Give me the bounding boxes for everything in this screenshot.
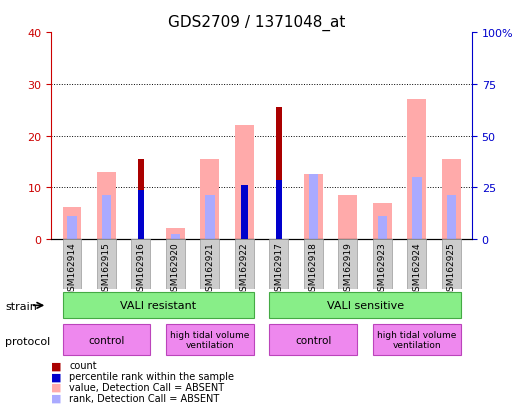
FancyBboxPatch shape bbox=[442, 240, 461, 289]
Bar bbox=[102, 196, 111, 240]
Bar bbox=[137, 190, 144, 240]
Text: GSM162922: GSM162922 bbox=[240, 242, 249, 297]
Bar bbox=[407, 100, 426, 240]
Bar bbox=[378, 216, 387, 240]
FancyBboxPatch shape bbox=[201, 240, 220, 289]
Text: ■: ■ bbox=[51, 371, 62, 381]
Text: protocol: protocol bbox=[5, 336, 50, 346]
Text: GSM162917: GSM162917 bbox=[274, 242, 283, 297]
FancyBboxPatch shape bbox=[373, 324, 461, 356]
FancyBboxPatch shape bbox=[63, 292, 254, 319]
Text: GSM162923: GSM162923 bbox=[378, 242, 387, 297]
Bar bbox=[373, 204, 392, 240]
Bar bbox=[235, 126, 254, 240]
FancyBboxPatch shape bbox=[407, 240, 426, 289]
Bar bbox=[241, 185, 248, 240]
FancyBboxPatch shape bbox=[131, 240, 150, 289]
Text: GSM162920: GSM162920 bbox=[171, 242, 180, 297]
Text: control: control bbox=[88, 335, 125, 345]
Bar bbox=[446, 196, 456, 240]
Text: GSM162918: GSM162918 bbox=[309, 242, 318, 297]
Text: ■: ■ bbox=[51, 361, 62, 370]
FancyBboxPatch shape bbox=[373, 240, 392, 289]
Bar bbox=[166, 228, 185, 240]
Text: GSM162916: GSM162916 bbox=[136, 242, 146, 297]
FancyBboxPatch shape bbox=[304, 240, 323, 289]
Text: GSM162915: GSM162915 bbox=[102, 242, 111, 297]
Text: percentile rank within the sample: percentile rank within the sample bbox=[69, 371, 234, 381]
Text: rank, Detection Call = ABSENT: rank, Detection Call = ABSENT bbox=[69, 393, 220, 403]
FancyBboxPatch shape bbox=[166, 240, 185, 289]
Text: ■: ■ bbox=[51, 393, 62, 403]
Bar bbox=[97, 173, 116, 240]
Text: high tidal volume
ventilation: high tidal volume ventilation bbox=[377, 330, 457, 349]
Bar bbox=[304, 175, 323, 240]
Bar bbox=[63, 207, 82, 240]
Bar bbox=[201, 159, 220, 240]
Bar bbox=[275, 108, 282, 240]
Bar bbox=[442, 159, 461, 240]
FancyBboxPatch shape bbox=[235, 240, 254, 289]
FancyBboxPatch shape bbox=[269, 240, 288, 289]
Text: control: control bbox=[295, 335, 331, 345]
Bar bbox=[205, 196, 214, 240]
FancyBboxPatch shape bbox=[63, 324, 150, 356]
Bar bbox=[412, 178, 422, 240]
Text: GSM162914: GSM162914 bbox=[68, 242, 76, 297]
Bar bbox=[67, 216, 77, 240]
Text: value, Detection Call = ABSENT: value, Detection Call = ABSENT bbox=[69, 382, 224, 392]
Text: GSM162924: GSM162924 bbox=[412, 242, 421, 297]
Text: high tidal volume
ventilation: high tidal volume ventilation bbox=[170, 330, 250, 349]
Text: GSM162925: GSM162925 bbox=[447, 242, 456, 297]
Text: GSM162921: GSM162921 bbox=[205, 242, 214, 297]
Text: GSM162919: GSM162919 bbox=[343, 242, 352, 297]
Bar bbox=[339, 196, 358, 240]
FancyBboxPatch shape bbox=[269, 324, 358, 356]
FancyBboxPatch shape bbox=[63, 240, 82, 289]
Bar bbox=[171, 235, 180, 240]
FancyBboxPatch shape bbox=[97, 240, 116, 289]
Bar bbox=[309, 175, 318, 240]
FancyBboxPatch shape bbox=[339, 240, 358, 289]
Text: strain: strain bbox=[5, 301, 37, 311]
Text: VALI resistant: VALI resistant bbox=[120, 301, 196, 311]
Bar bbox=[137, 159, 144, 240]
Text: ■: ■ bbox=[51, 382, 62, 392]
Text: GDS2709 / 1371048_at: GDS2709 / 1371048_at bbox=[168, 14, 345, 31]
Bar bbox=[275, 180, 282, 240]
Text: count: count bbox=[69, 361, 97, 370]
Text: VALI sensitive: VALI sensitive bbox=[326, 301, 404, 311]
FancyBboxPatch shape bbox=[269, 292, 461, 319]
FancyBboxPatch shape bbox=[166, 324, 254, 356]
